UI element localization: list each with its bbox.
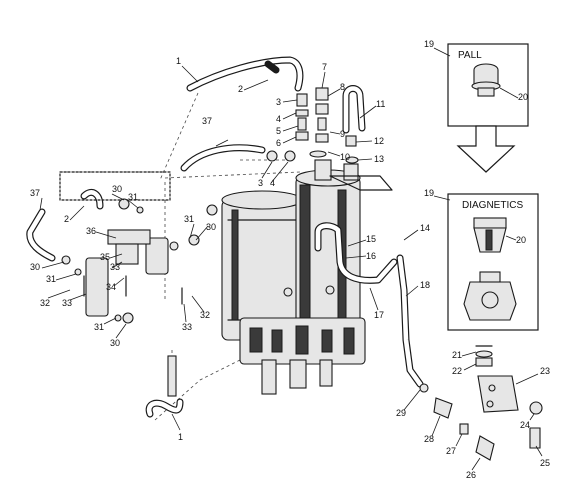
- callout-14: 14: [420, 223, 430, 233]
- callout-30-bottom: 30: [110, 338, 120, 348]
- callout-22: 22: [452, 366, 462, 376]
- diagnetics-label: DIAGNETICS: [462, 200, 523, 211]
- hose-lines: [26, 56, 424, 418]
- callout-31-right: 31: [184, 214, 194, 224]
- connector-arrow: [456, 125, 516, 173]
- callout-16: 16: [366, 251, 376, 261]
- callout-26: 26: [466, 470, 476, 480]
- callout-21: 21: [452, 350, 462, 360]
- callout-7: 7: [322, 62, 327, 72]
- callout-31-left: 31: [46, 274, 56, 284]
- callout-9: 9: [340, 129, 345, 139]
- pall-label: PALL: [458, 50, 482, 61]
- callout-30-top: 30: [112, 184, 122, 194]
- callout-20-diagnetics: 20: [516, 235, 526, 245]
- callout-36: 36: [86, 226, 96, 236]
- callout-2-left: 2: [64, 214, 69, 224]
- callout-labels: 1 2 3 4 5 6 7 8 9 10 11 12 13 14 15 16 1…: [30, 39, 550, 480]
- callout-6: 6: [276, 138, 281, 148]
- callout-1-bottom: 1: [178, 432, 183, 442]
- callout-1: 1: [176, 56, 181, 66]
- callout-28: 28: [424, 434, 434, 444]
- callout-11: 11: [376, 99, 385, 109]
- main-filter-assembly: [167, 159, 393, 397]
- callout-35: 35: [100, 252, 110, 262]
- callout-19-pall: 19: [424, 39, 434, 49]
- leader-lines: [39, 47, 543, 471]
- diagnetics-panel: DIAGNETICS: [447, 193, 539, 331]
- callout-27: 27: [446, 446, 456, 456]
- callout-25: 25: [540, 458, 550, 468]
- callout-30-left: 30: [30, 262, 40, 272]
- callout-18: 18: [420, 280, 430, 290]
- callout-29: 29: [396, 408, 406, 418]
- callout-3-lower: 3: [258, 178, 263, 188]
- left-filter-subassembly: [59, 171, 200, 324]
- callout-37-top: 37: [202, 116, 212, 126]
- callout-4: 4: [276, 114, 281, 124]
- callout-32-left: 32: [40, 298, 50, 308]
- callout-31-bottom: 31: [94, 322, 104, 332]
- callout-20-pall: 20: [518, 92, 528, 102]
- callout-31-top: 31: [128, 192, 138, 202]
- callout-13: 13: [374, 154, 384, 164]
- callout-33-center: 33: [182, 322, 192, 332]
- callout-2: 2: [238, 84, 243, 94]
- callout-30-right: 30: [206, 222, 216, 232]
- callout-17: 17: [374, 310, 384, 320]
- callout-10: 10: [340, 152, 350, 162]
- callout-4-lower: 4: [270, 178, 275, 188]
- callout-19-diagnetics: 19: [424, 188, 434, 198]
- callout-5: 5: [276, 126, 281, 136]
- callout-34: 34: [106, 282, 116, 292]
- callout-8: 8: [340, 82, 345, 92]
- callout-3: 3: [276, 97, 281, 107]
- callout-33-left: 33: [110, 262, 120, 272]
- callout-23: 23: [540, 366, 550, 376]
- callout-37-left: 37: [30, 188, 40, 198]
- callout-12: 12: [374, 136, 384, 146]
- right-lower-fittings: [419, 345, 543, 461]
- callout-32-center: 32: [200, 310, 210, 320]
- pall-panel: PALL: [447, 43, 529, 127]
- callout-24: 24: [520, 420, 530, 430]
- callout-33-left-b: 33: [62, 298, 72, 308]
- callout-15: 15: [366, 234, 376, 244]
